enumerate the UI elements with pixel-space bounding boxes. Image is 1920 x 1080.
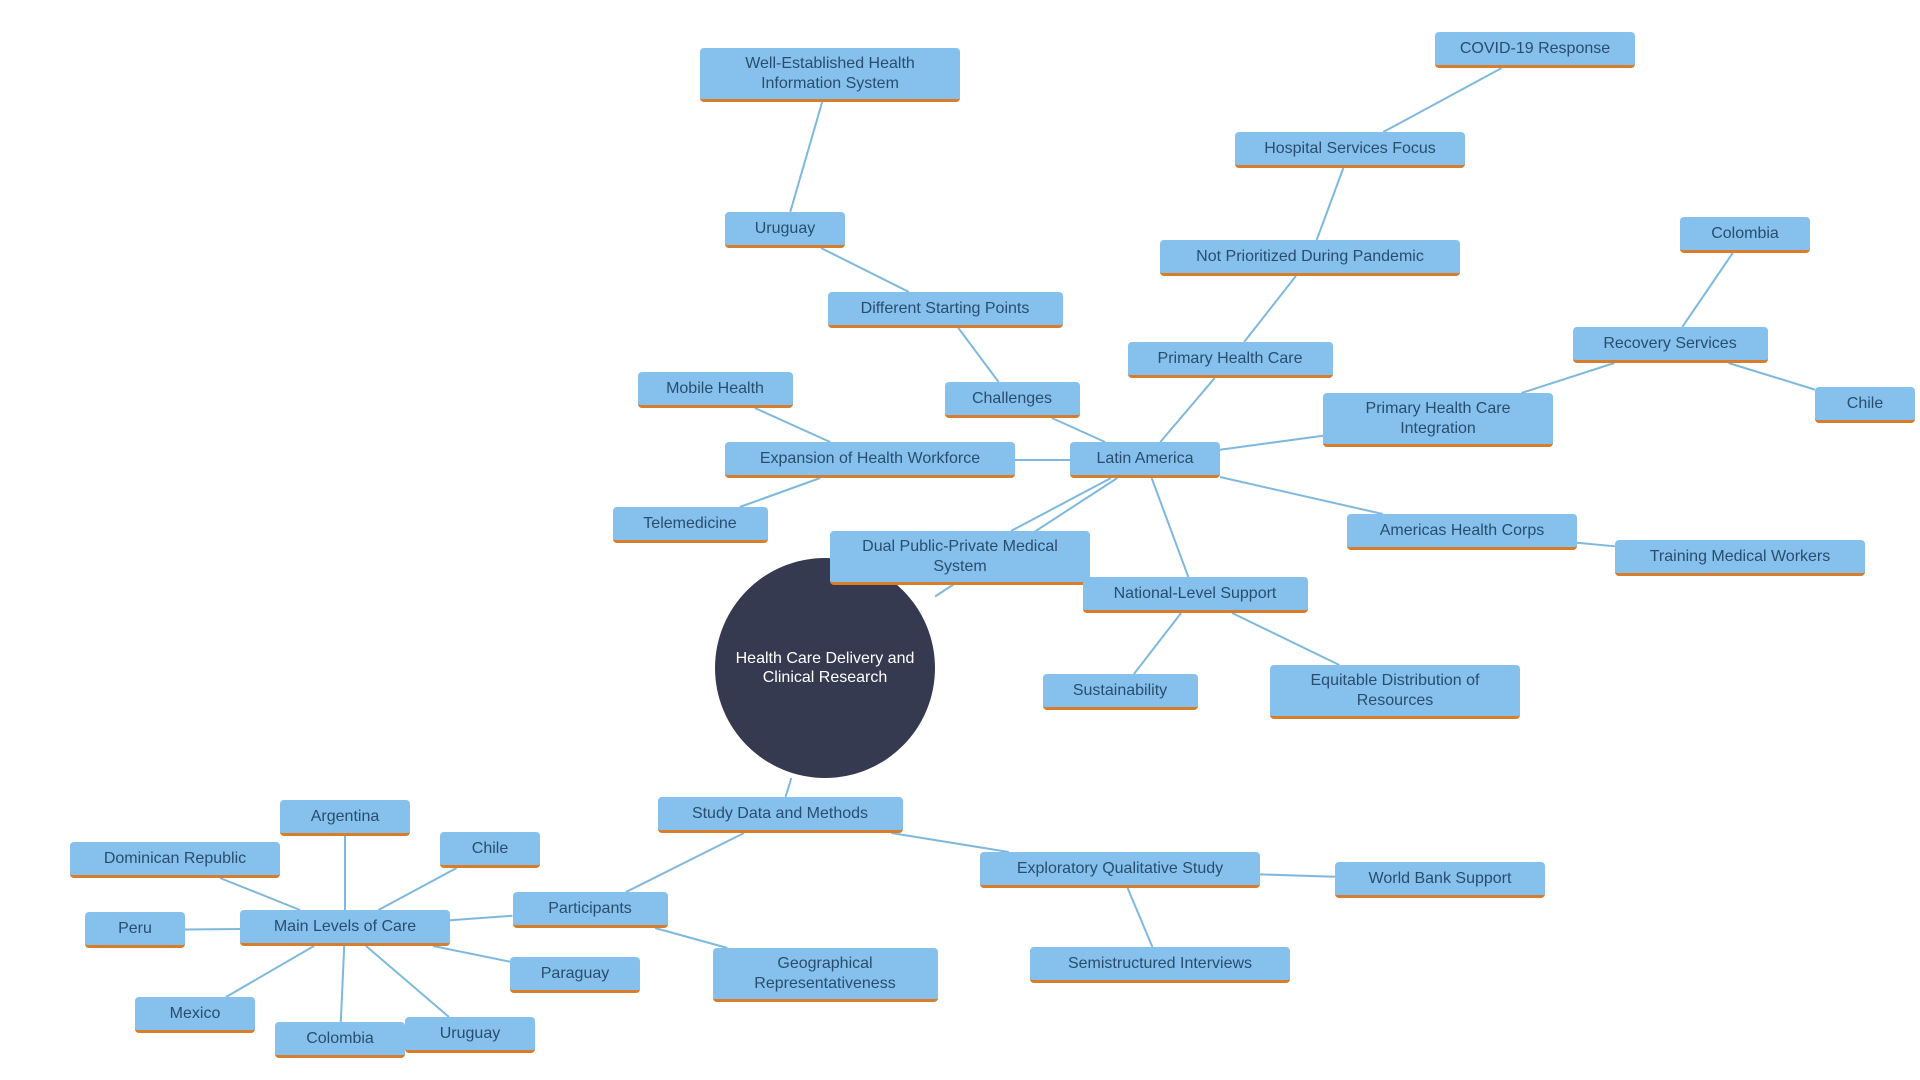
node-main_levels: Main Levels of Care [240,910,450,946]
node-covid: COVID-19 Response [1435,32,1635,68]
edge [1682,253,1732,327]
node-world_bank: World Bank Support [1335,862,1545,898]
node-equitable: Equitable Distribution of Resources [1270,665,1520,719]
node-uruguay_bot: Uruguay [405,1017,535,1053]
node-chile_top: Chile [1815,387,1915,423]
edge [790,102,822,212]
edge [958,328,998,382]
node-different_start: Different Starting Points [828,292,1063,328]
edge [1011,478,1111,531]
edge [1232,613,1339,665]
node-national_support: National-Level Support [1083,577,1308,613]
edge [220,878,300,910]
edge [433,946,510,962]
node-argentina: Argentina [280,800,410,836]
edge [185,929,240,930]
edge [1729,363,1816,390]
edge [786,778,792,797]
node-participants: Participants [513,892,668,928]
node-study_data: Study Data and Methods [658,797,903,833]
edge [891,833,1008,852]
node-colombia_top: Colombia [1680,217,1810,253]
edge [450,916,513,921]
edge [755,408,830,442]
edge [1134,613,1181,674]
edge [1383,68,1501,132]
node-recovery: Recovery Services [1573,327,1768,363]
node-telemedicine: Telemedicine [613,507,768,543]
edge [821,248,909,292]
node-dom_rep: Dominican Republic [70,842,280,878]
edge [378,868,456,910]
edge [1522,363,1615,393]
edge [1160,378,1214,442]
node-expansion: Expansion of Health Workforce [725,442,1015,478]
edge [655,928,727,948]
edge [626,833,744,892]
edge [1260,874,1335,876]
node-hospital_focus: Hospital Services Focus [1235,132,1465,168]
node-latin_america: Latin America [1070,442,1220,478]
node-phc_integration: Primary Health Care Integration [1323,393,1553,447]
node-exploratory: Exploratory Qualitative Study [980,852,1260,888]
node-challenges: Challenges [945,382,1080,418]
edge [366,946,449,1017]
edge [1128,888,1153,947]
node-well_info: Well-Established Health Information Syst… [700,48,960,102]
edge [1244,276,1296,342]
edge [1220,436,1323,450]
node-not_prioritized: Not Prioritized During Pandemic [1160,240,1460,276]
node-uruguay_top: Uruguay [725,212,845,248]
edge [1052,418,1105,442]
node-phc: Primary Health Care [1128,342,1333,378]
node-mobile_health: Mobile Health [638,372,793,408]
edge [1220,477,1383,514]
edge [740,478,820,507]
node-chile_bot: Chile [440,832,540,868]
node-dual_system: Dual Public-Private Medical System [830,531,1090,585]
node-americas_corps: Americas Health Corps [1347,514,1577,550]
node-colombia_bot: Colombia [275,1022,405,1058]
edge [1152,478,1189,577]
node-mexico: Mexico [135,997,255,1033]
edge [1577,543,1615,547]
edge [226,946,314,997]
node-center: Health Care Delivery and Clinical Resear… [715,558,935,778]
node-peru: Peru [85,912,185,948]
edge [341,946,344,1022]
node-sustainability: Sustainability [1043,674,1198,710]
node-geo_rep: Geographical Representativeness [713,948,938,1002]
node-paraguay: Paraguay [510,957,640,993]
node-semistructured: Semistructured Interviews [1030,947,1290,983]
edge [1317,168,1344,240]
node-training: Training Medical Workers [1615,540,1865,576]
